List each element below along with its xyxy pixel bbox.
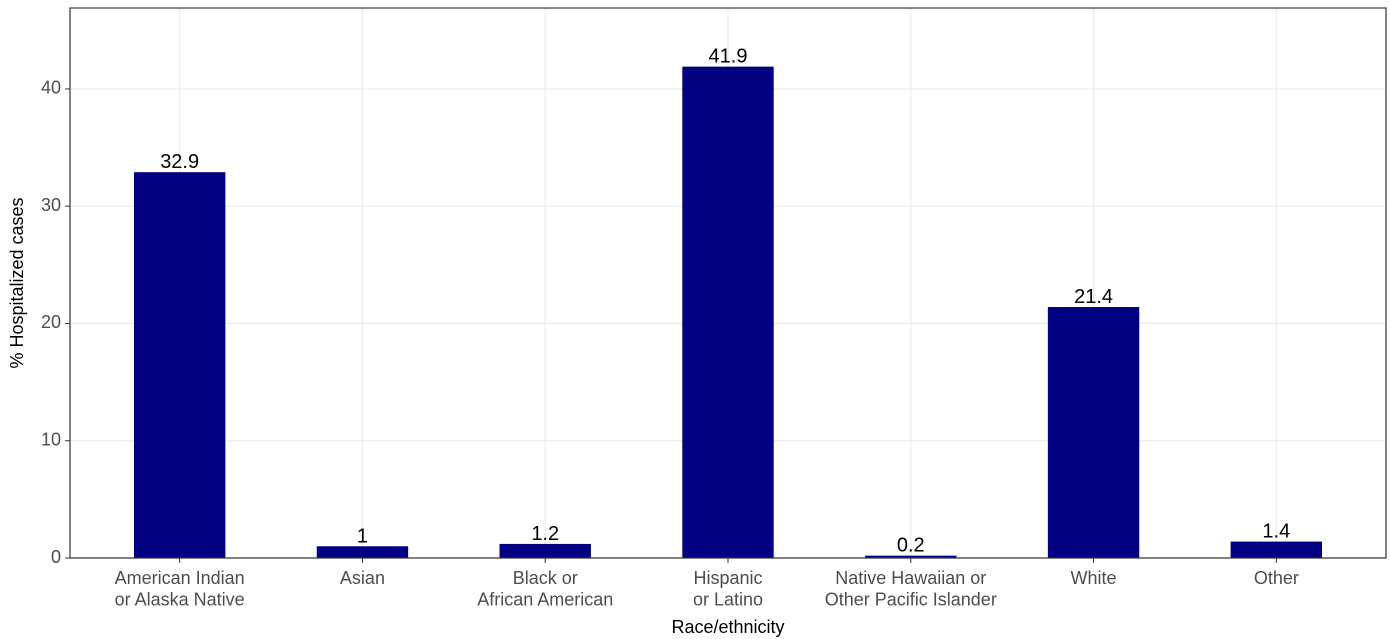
x-tick-label: Native Hawaiian or Other Pacific Islander	[825, 568, 997, 610]
x-tick-label: Black or African American	[477, 568, 613, 610]
panel-border	[69, 7, 1387, 559]
y-tick-label: 40	[41, 78, 61, 98]
bar	[499, 543, 591, 558]
value-label: 0.2	[897, 535, 925, 557]
bar	[865, 555, 957, 558]
value-label: 1	[357, 525, 368, 547]
bar	[682, 66, 774, 559]
x-axis-title: Race/ethnicity	[671, 617, 784, 637]
value-label: 41.9	[709, 46, 748, 68]
y-axis-title: % Hospitalized cases	[7, 197, 27, 368]
value-label: 1.4	[1262, 521, 1290, 543]
x-tick-label: Asian	[340, 568, 385, 588]
y-tick-label: 20	[41, 312, 61, 332]
y-tick-label: 10	[41, 429, 61, 449]
bar	[316, 546, 409, 558]
bar	[1230, 541, 1323, 558]
value-label: 21.4	[1074, 286, 1113, 308]
x-tick-label: Other	[1254, 568, 1299, 588]
bar	[1047, 307, 1140, 558]
x-tick-label: Hispanic or Latino	[693, 568, 763, 610]
value-label: 1.2	[531, 523, 559, 545]
y-tick-label: 0	[51, 547, 61, 567]
bar	[133, 172, 226, 558]
x-tick-label: White	[1071, 568, 1117, 588]
y-tick-label: 30	[41, 195, 61, 215]
x-tick-label: American Indian or Alaska Native	[115, 568, 245, 610]
value-label: 32.9	[160, 151, 199, 173]
